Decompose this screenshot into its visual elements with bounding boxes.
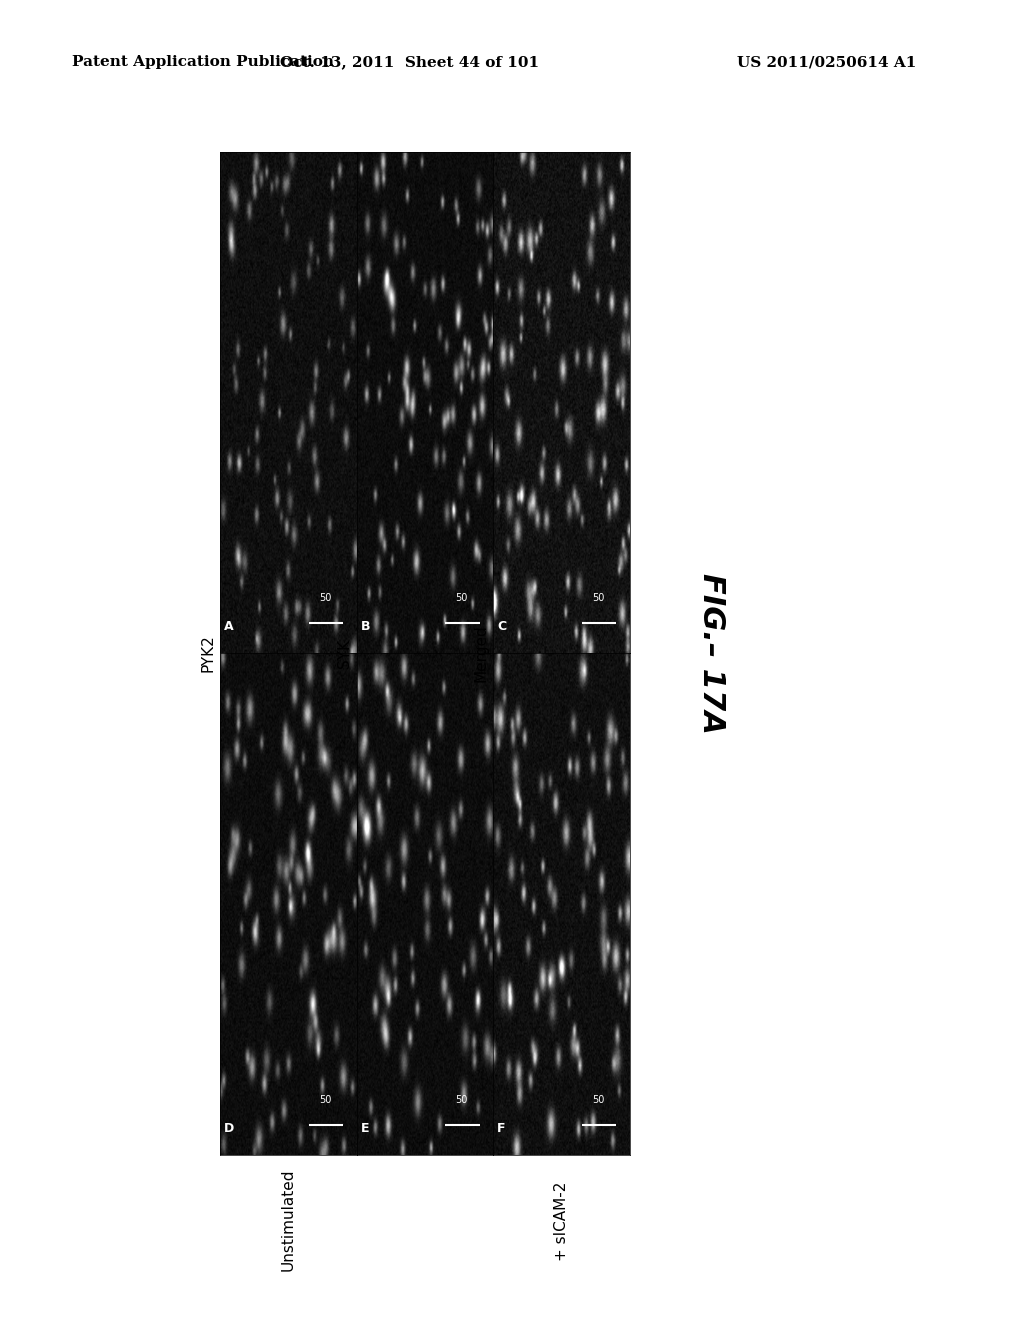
Text: D: D [224, 1122, 234, 1135]
Text: 50: 50 [592, 1094, 604, 1105]
Text: FIG.– 17A: FIG.– 17A [697, 573, 726, 734]
Text: E: E [360, 1122, 370, 1135]
Text: C: C [498, 620, 507, 634]
Text: US 2011/0250614 A1: US 2011/0250614 A1 [737, 55, 916, 70]
Text: 50: 50 [456, 593, 468, 603]
Text: Merged: Merged [473, 624, 488, 682]
Text: 50: 50 [456, 1094, 468, 1105]
Text: SYK: SYK [337, 639, 351, 668]
Text: Unstimulated: Unstimulated [281, 1168, 296, 1271]
Text: B: B [360, 620, 371, 634]
Text: PYK2: PYK2 [200, 635, 215, 672]
Text: 50: 50 [319, 593, 332, 603]
Text: 50: 50 [319, 1094, 332, 1105]
Text: A: A [224, 620, 233, 634]
Text: 50: 50 [592, 593, 604, 603]
Text: F: F [498, 1122, 506, 1135]
Text: + sICAM-2: + sICAM-2 [554, 1181, 569, 1261]
Text: Patent Application Publication: Patent Application Publication [72, 55, 334, 70]
Text: Oct. 13, 2011  Sheet 44 of 101: Oct. 13, 2011 Sheet 44 of 101 [280, 55, 540, 70]
